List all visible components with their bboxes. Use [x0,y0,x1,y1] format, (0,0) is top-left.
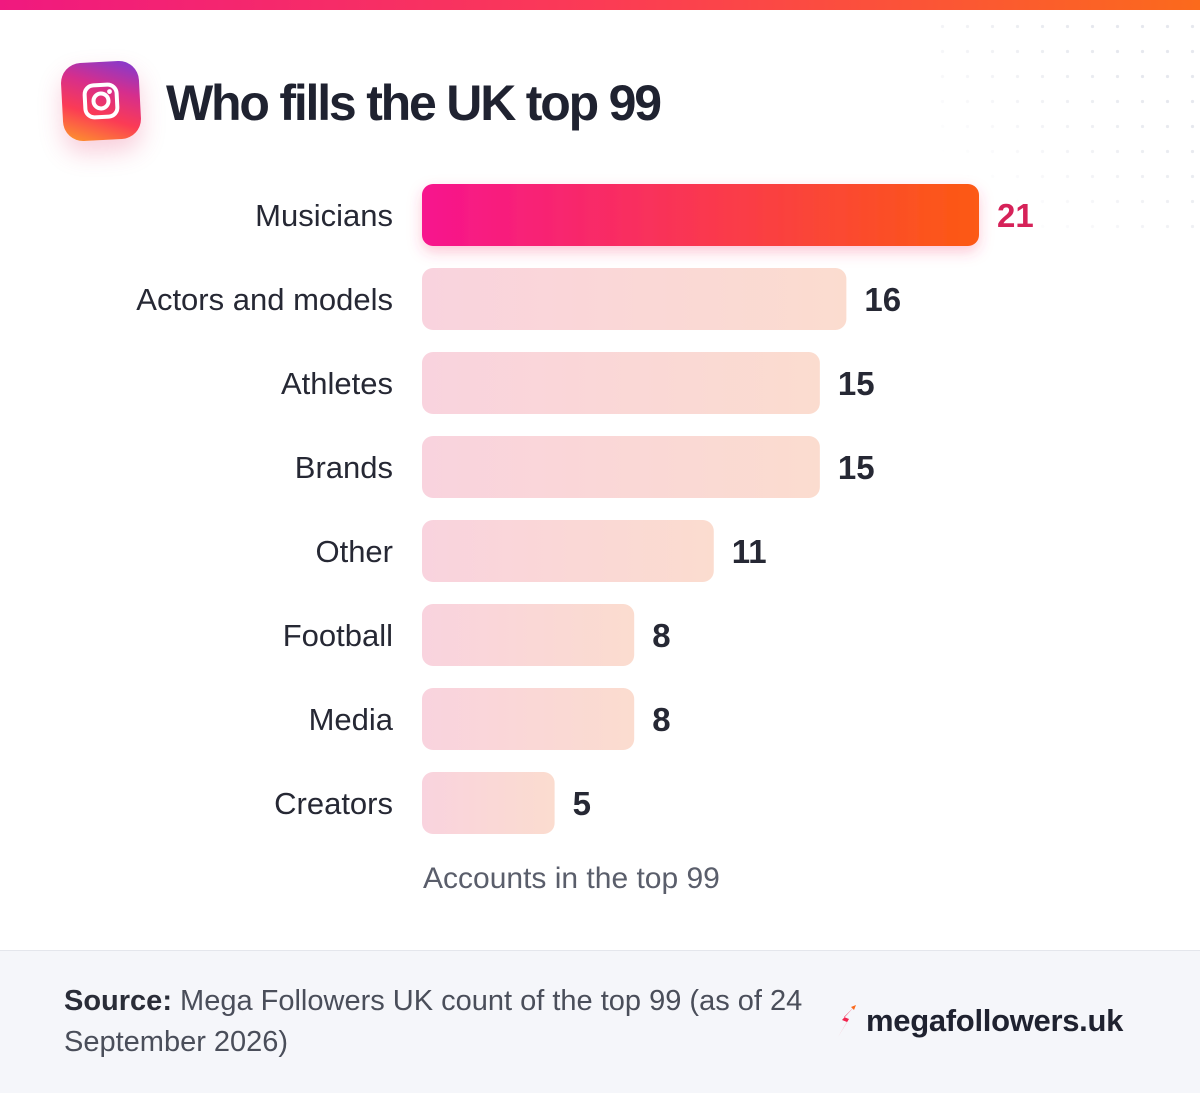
bar [422,604,635,666]
category-label: Football [283,618,393,653]
footer: Source: Mega Followers UK count of the t… [0,950,1200,1093]
category-label: Musicians [255,198,393,233]
source-text: Mega Followers UK count of the top 99 (a… [64,985,803,1058]
brand-link[interactable]: megafollowers.uk [834,1003,1123,1039]
rocket-icon [838,1005,856,1037]
category-label: Athletes [281,366,393,401]
category-label: Creators [274,786,393,821]
category-label: Brands [295,450,393,485]
top-accent-stripe [0,0,1200,10]
category-label: Actors and models [136,282,393,317]
data-label: 15 [838,449,875,486]
data-label: 8 [652,701,670,738]
source-label: Source: [64,985,172,1017]
brand-name: megafollowers.uk [866,1003,1124,1038]
category-label: Other [315,534,393,569]
instagram-icon [60,60,142,142]
data-label: 8 [652,617,670,654]
data-label: 15 [838,365,875,402]
bar [422,268,847,330]
data-label: 16 [864,281,901,318]
bar [422,688,635,750]
category-label: Media [309,702,394,737]
x-axis-label: Accounts in the top 99 [423,862,720,895]
source-note: Source: Mega Followers UK count of the t… [64,981,824,1063]
page-title: Who fills the UK top 99 [166,75,662,131]
data-label: 5 [573,785,591,822]
data-label: 11 [732,533,767,570]
bar [422,520,714,582]
bar [422,184,979,246]
bar [422,352,820,414]
bar-chart: Musicians 21 Actors and models 16 Athletes 15… [136,184,1034,834]
bar [422,772,555,834]
bar [422,436,820,498]
data-label: 21 [997,197,1034,234]
